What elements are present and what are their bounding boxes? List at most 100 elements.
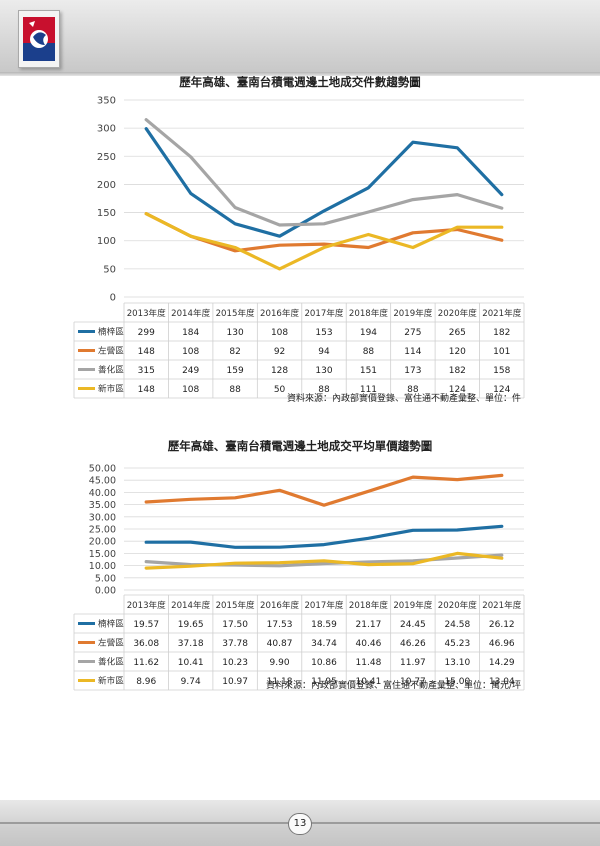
data-label: 10.97 (222, 677, 248, 687)
data-label: 15.00 (444, 677, 470, 687)
data-label: 159 (227, 366, 244, 376)
data-label: 11.95 (311, 677, 337, 687)
data-label: 40.87 (267, 639, 293, 649)
data-label: 11.97 (400, 658, 426, 668)
y-tick-label: 25.00 (89, 525, 116, 536)
data-label: 14.29 (489, 658, 515, 668)
legend-label: 楠梓區 (98, 618, 124, 630)
y-tick-label: 35.00 (89, 500, 116, 511)
x-tick-label: 2021年度 (482, 307, 521, 319)
data-label: 88 (407, 385, 419, 395)
data-label: 9.74 (181, 677, 201, 687)
x-tick-label: 2017年度 (304, 599, 343, 611)
data-label: 13.10 (444, 658, 470, 668)
data-label: 130 (315, 366, 332, 376)
series-line-4 (144, 212, 504, 271)
data-label: 50 (274, 385, 286, 395)
data-label: 82 (229, 347, 240, 357)
x-tick-label: 2019年度 (393, 599, 432, 611)
data-label: 128 (271, 366, 288, 376)
data-label: 182 (449, 366, 466, 376)
data-label: 34.74 (311, 639, 337, 649)
series-line-1 (144, 127, 504, 238)
data-label: 88 (363, 347, 375, 357)
series-line-1 (144, 524, 504, 549)
data-label: 17.53 (267, 620, 293, 630)
data-label: 108 (182, 347, 199, 357)
x-tick-label: 2016年度 (260, 599, 299, 611)
y-tick-label: 150 (97, 208, 116, 219)
y-tick-label: 0 (110, 293, 116, 304)
data-label: 17.50 (222, 620, 248, 630)
y-tick-label: 30.00 (89, 512, 116, 523)
data-label: 182 (493, 328, 510, 338)
x-tick-label: 2013年度 (127, 599, 166, 611)
data-label: 249 (182, 366, 199, 376)
x-tick-label: 2018年度 (349, 307, 388, 319)
x-tick-label: 2014年度 (171, 599, 210, 611)
data-label: 299 (138, 328, 155, 338)
y-tick-label: 100 (97, 236, 116, 247)
data-label: 46.26 (400, 639, 426, 649)
data-label: 111 (360, 385, 377, 395)
y-tick-label: 0.00 (95, 586, 116, 597)
x-tick-label: 2015年度 (216, 307, 255, 319)
y-tick-label: 10.00 (89, 561, 116, 572)
chart-svg: 歷年高雄、臺南台積電週邊土地成交平均單價趨勢圖0.005.0010.0015.0… (73, 439, 525, 691)
data-label: 315 (138, 366, 155, 376)
y-tick-label: 50.00 (89, 464, 116, 475)
data-label: 194 (360, 328, 377, 338)
data-label: 19.57 (133, 620, 159, 630)
data-label: 275 (404, 328, 421, 338)
data-label: 184 (182, 328, 199, 338)
data-label: 114 (404, 347, 421, 357)
x-tick-label: 2020年度 (438, 599, 477, 611)
data-label: 10.41 (356, 677, 382, 687)
y-tick-label: 200 (97, 180, 116, 191)
legend-label: 新市區 (98, 675, 124, 687)
data-label: 8.96 (136, 677, 156, 687)
chart-title: 歷年高雄、臺南台積電週邊土地成交平均單價趨勢圖 (168, 439, 433, 453)
data-label: 124 (493, 385, 510, 395)
x-tick-label: 2019年度 (393, 307, 432, 319)
data-label: 153 (315, 328, 332, 338)
x-tick-label: 2020年度 (438, 307, 477, 319)
data-label: 37.18 (178, 639, 204, 649)
y-tick-label: 300 (97, 124, 116, 135)
data-label: 11.48 (356, 658, 382, 668)
data-label: 94 (318, 347, 330, 357)
data-label: 37.78 (222, 639, 248, 649)
data-label: 11.18 (267, 677, 293, 687)
data-label: 10.86 (311, 658, 337, 668)
y-tick-label: 45.00 (89, 476, 116, 487)
legend-label: 善化區 (98, 656, 124, 668)
y-tick-label: 15.00 (89, 549, 116, 560)
logo-emblem-icon (23, 17, 55, 61)
data-label: 10.23 (222, 658, 248, 668)
x-tick-label: 2015年度 (216, 599, 255, 611)
header-band-edge (0, 72, 600, 76)
data-label: 11.62 (133, 658, 159, 668)
data-label: 46.96 (489, 639, 515, 649)
header-band (0, 0, 600, 72)
data-label: 124 (449, 385, 466, 395)
data-label: 10.41 (178, 658, 204, 668)
data-label: 36.08 (133, 639, 159, 649)
data-label: 148 (138, 347, 155, 357)
x-tick-label: 2013年度 (127, 307, 166, 319)
data-label: 148 (138, 385, 155, 395)
data-label: 13.04 (489, 677, 515, 687)
transaction-count-chart: 歷年高雄、臺南台積電週邊土地成交件數趨勢圖 0 50 100 150 200 250 300 3… (0, 70, 600, 410)
data-label: 21.17 (356, 620, 382, 630)
legend-label: 左營區 (98, 345, 124, 357)
legend-label: 楠梓區 (98, 326, 124, 338)
data-label: 9.90 (270, 658, 290, 668)
data-label: 24.45 (400, 620, 426, 630)
legend-label: 善化區 (98, 364, 124, 376)
chart-title: 歷年高雄、臺南台積電週邊土地成交件數趨勢圖 (179, 75, 421, 89)
data-label: 101 (493, 347, 510, 357)
data-label: 108 (182, 385, 199, 395)
data-label: 173 (404, 366, 421, 376)
y-tick-label: 250 (97, 152, 116, 163)
data-label: 151 (360, 366, 377, 376)
